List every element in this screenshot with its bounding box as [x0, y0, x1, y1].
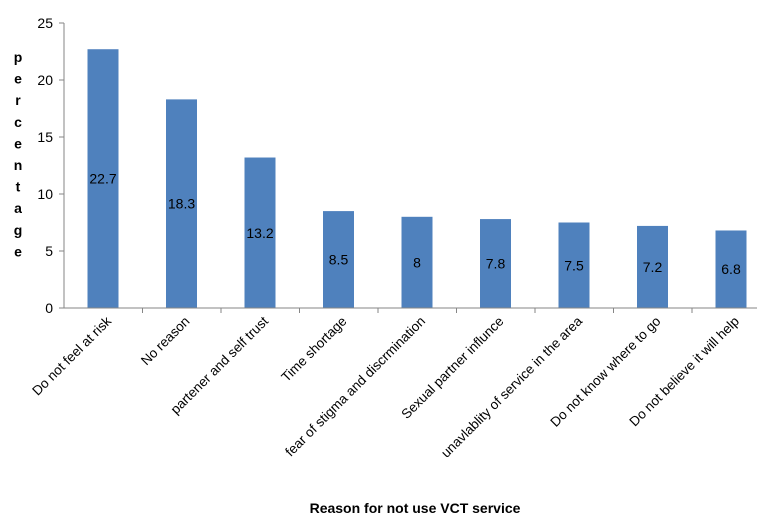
bar — [323, 211, 354, 308]
y-axis-title-letter: c — [14, 114, 22, 130]
bar — [480, 219, 511, 308]
y-axis-title-letter: e — [14, 243, 22, 259]
x-axis-title: Reason for not use VCT service — [310, 500, 521, 516]
data-label: 6.8 — [721, 261, 741, 277]
y-tick-label: 5 — [45, 243, 53, 259]
data-label: 18.3 — [168, 196, 195, 212]
y-axis-title-letter: g — [14, 222, 23, 238]
y-axis: 0 5 10 15 20 25 — [37, 15, 65, 316]
bar — [558, 222, 590, 308]
data-label: 7.2 — [643, 259, 663, 275]
x-tick-label: unavlablity of service in the area — [438, 313, 585, 460]
x-tick-label: No reason — [138, 314, 193, 369]
y-axis-title-letter: e — [14, 135, 22, 151]
bar — [244, 157, 276, 308]
bars — [87, 49, 747, 308]
data-label: 7.5 — [564, 257, 584, 273]
bar — [87, 49, 119, 308]
y-axis-title-letter: a — [14, 200, 22, 216]
x-tick-label: fear of stigma and discrmination — [282, 314, 428, 460]
y-tick-label: 25 — [37, 15, 53, 31]
y-axis-title-letter: t — [16, 179, 21, 195]
data-label: 8.5 — [329, 252, 349, 268]
y-axis-title-letter: p — [14, 49, 23, 65]
x-tick-label: Time shortage — [278, 314, 349, 385]
y-tick-label: 20 — [37, 72, 53, 88]
y-axis-title-letter: n — [14, 157, 23, 173]
y-tick-label: 0 — [45, 300, 53, 316]
data-label: 22.7 — [89, 171, 116, 187]
y-tick-label: 10 — [37, 186, 53, 202]
bar — [401, 216, 433, 308]
x-tick-label: Do not feel at risk — [29, 313, 114, 398]
bar — [715, 230, 747, 308]
bar — [166, 99, 197, 308]
data-label: 8 — [413, 254, 421, 270]
bar — [637, 225, 668, 308]
y-axis-title-letter: r — [15, 92, 21, 108]
data-label: 7.8 — [486, 256, 506, 272]
y-axis-title-letter: e — [14, 71, 22, 87]
data-label: 13.2 — [246, 225, 273, 241]
y-tick-label: 15 — [37, 129, 53, 145]
data-labels: 22.7 18.3 13.2 8.5 8 7.8 7.5 7.2 6.8 — [89, 171, 741, 278]
